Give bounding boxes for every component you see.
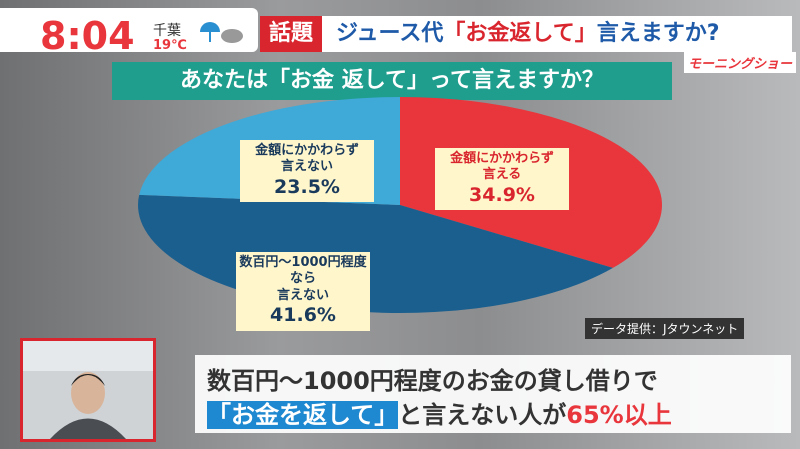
show-logo: モーニングショー bbox=[684, 52, 797, 73]
headline-part: 「お金返して」 bbox=[443, 21, 597, 46]
chart-title: あなたは「お金 返して」って言えますか？ bbox=[112, 62, 672, 100]
caption-line: 「お金を返して」と言えない人が65%以上 bbox=[207, 395, 672, 430]
caption-part: と言えない人が bbox=[398, 401, 567, 429]
headline-part: ジュース代 bbox=[336, 21, 444, 46]
slice-label: 数百円〜1000円程度なら 言えない 41.6% bbox=[236, 252, 370, 331]
value-label: 41.6% bbox=[270, 303, 336, 326]
category-label: 数百円〜1000円程度なら 言えない bbox=[239, 255, 367, 303]
topic-tag: 話題 bbox=[260, 16, 322, 52]
clock-panel: 8:04 千葉 19℃ bbox=[0, 8, 258, 58]
category-label: 金額にかかわらず 言える bbox=[450, 151, 554, 183]
caption-part: 65%以上 bbox=[566, 401, 672, 429]
headline: ジュース代「お金返して」言えますか? bbox=[322, 16, 792, 52]
temperature: 19℃ bbox=[153, 38, 187, 53]
category-label: 金額にかかわらず 言えない bbox=[255, 143, 359, 175]
caption-part: 「お金を返して」 bbox=[207, 401, 399, 429]
headline-part: 言えますか? bbox=[596, 21, 720, 46]
caption: 数百円〜1000円程度のお金の貸し借りで 「お金を返して」と言えない人が65%以… bbox=[195, 355, 791, 433]
inset-video bbox=[20, 338, 156, 442]
value-label: 23.5% bbox=[274, 175, 340, 198]
time: 8:04 bbox=[40, 14, 135, 58]
value-label: 34.9% bbox=[469, 183, 535, 206]
slice-label: 金額にかかわらず 言える 34.9% bbox=[435, 148, 569, 211]
caption-line: 数百円〜1000円程度のお金の貸し借りで bbox=[207, 367, 658, 395]
source: データ提供：Jタウンネット bbox=[585, 318, 745, 339]
weather-icon bbox=[200, 22, 243, 43]
presenter bbox=[23, 341, 153, 439]
location: 千葉 bbox=[153, 23, 181, 39]
slice-label: 金額にかかわらず 言えない 23.5% bbox=[240, 140, 374, 203]
